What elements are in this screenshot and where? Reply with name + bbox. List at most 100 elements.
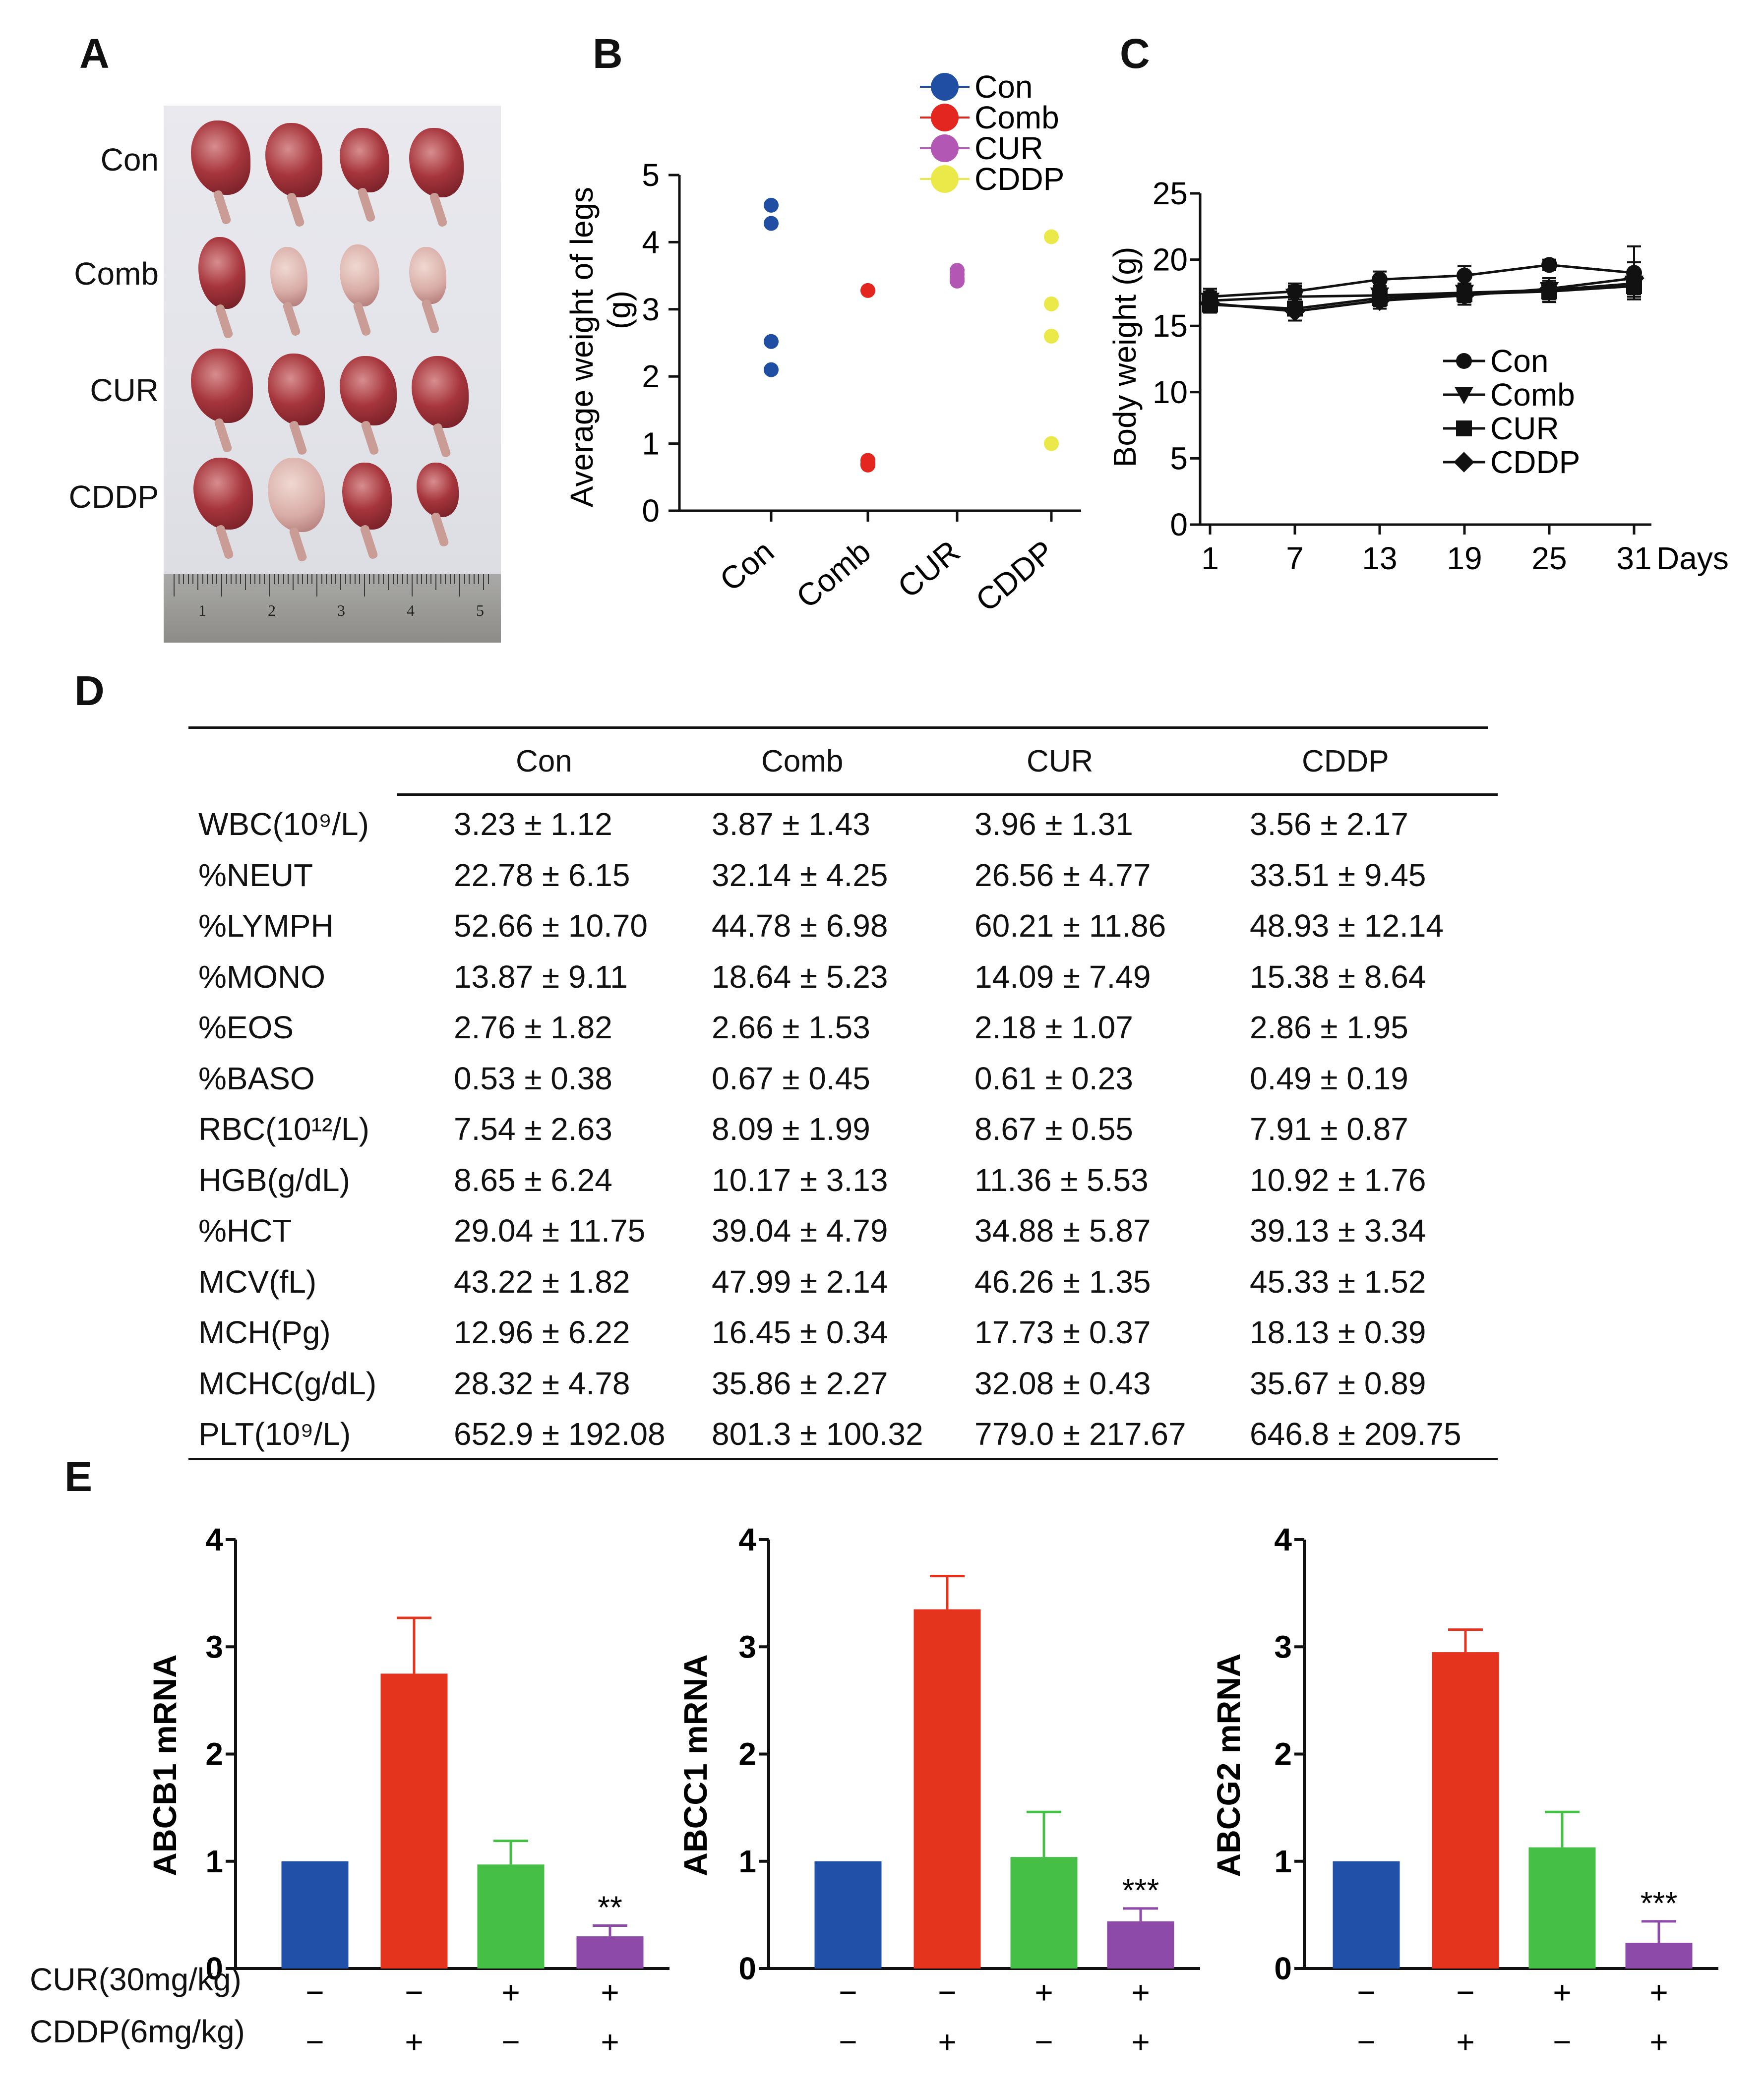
e-cur-sign: − bbox=[1456, 1974, 1474, 2010]
ruler-tick bbox=[178, 574, 180, 584]
ruler-number: 3 bbox=[337, 601, 345, 619]
ruler-tick bbox=[421, 574, 423, 584]
c-legend-label: Con bbox=[1490, 343, 1548, 379]
ruler-tick bbox=[435, 574, 436, 590]
table-cell: 3.96 ± 1.31 bbox=[974, 806, 1133, 842]
table-cell: 2.66 ± 1.53 bbox=[712, 1010, 870, 1045]
table-cell: 10.92 ± 1.76 bbox=[1250, 1162, 1426, 1198]
table-cell: 35.86 ± 2.27 bbox=[712, 1365, 888, 1401]
tumor-leg bbox=[191, 349, 253, 454]
panel-label-c: C bbox=[1120, 30, 1150, 77]
c-marker bbox=[1456, 353, 1472, 369]
c-series-line bbox=[1210, 282, 1635, 302]
c-y-tick-label: 25 bbox=[1153, 176, 1188, 211]
e-cddp-sign: − bbox=[501, 2024, 520, 2060]
ruler-tick bbox=[293, 574, 294, 590]
c-marker bbox=[1284, 301, 1305, 322]
e-y-tick-label: 1 bbox=[738, 1844, 756, 1879]
cddp-dose-label: CDDP(6mg/kg) bbox=[30, 2014, 245, 2049]
ruler-tick bbox=[430, 574, 432, 584]
e-cur-sign: + bbox=[1649, 1974, 1668, 2010]
e-y-tick-label: 4 bbox=[738, 1522, 756, 1557]
ruler-tick bbox=[454, 574, 456, 584]
c-marker bbox=[1456, 420, 1472, 436]
e-y-tick-label: 0 bbox=[1274, 1951, 1292, 1986]
e-y-tick-label: 1 bbox=[205, 1844, 223, 1879]
ruler-tick bbox=[378, 574, 379, 584]
e-bar bbox=[477, 1864, 545, 1969]
ruler-tick bbox=[288, 574, 289, 584]
table-bottom-rule bbox=[188, 1458, 1498, 1460]
table-cell: 801.3 ± 100.32 bbox=[712, 1416, 923, 1452]
ruler-number: 4 bbox=[407, 601, 415, 619]
ruler-tick bbox=[335, 574, 337, 584]
ruler-tick bbox=[368, 574, 370, 584]
e-cur-sign: + bbox=[1553, 1974, 1571, 2010]
ruler-tick bbox=[221, 574, 222, 597]
ruler-tick bbox=[192, 574, 194, 584]
ruler-tick bbox=[373, 574, 375, 584]
c-marker bbox=[1624, 268, 1644, 289]
e-y-tick-label: 0 bbox=[205, 1951, 223, 1986]
c-x-axis-label: Days bbox=[1656, 540, 1729, 576]
b-legend-marker bbox=[931, 134, 959, 162]
photo-row-label-cddp: CDDP bbox=[68, 479, 159, 515]
b-data-point bbox=[764, 334, 779, 349]
e-cur-sign: − bbox=[1357, 1974, 1375, 2010]
table-cell: 47.99 ± 2.14 bbox=[712, 1263, 888, 1300]
ruler-tick bbox=[306, 574, 308, 584]
b-x-tick-label: CDDP bbox=[969, 534, 1061, 619]
table-cell: 12.96 ± 6.22 bbox=[454, 1314, 630, 1350]
e-bar bbox=[1432, 1652, 1499, 1969]
ruler-tick bbox=[264, 574, 265, 584]
ruler-tick bbox=[412, 574, 413, 597]
tumor-leg bbox=[340, 356, 397, 456]
e-cddp-sign: + bbox=[601, 2024, 619, 2060]
ruler-tick bbox=[259, 574, 260, 584]
ruler-tick bbox=[187, 574, 189, 584]
b-y-tick-label: 1 bbox=[642, 426, 660, 462]
table-cell: 34.88 ± 5.87 bbox=[974, 1213, 1151, 1249]
ruler-tick bbox=[302, 574, 304, 584]
c-y-tick-label: 0 bbox=[1170, 507, 1188, 542]
table-cell: 32.08 ± 0.43 bbox=[974, 1365, 1151, 1401]
e-bar bbox=[814, 1861, 882, 1969]
table-row-label: MCHC(g/dL) bbox=[198, 1365, 377, 1401]
table-header-comb: Comb bbox=[761, 744, 844, 778]
table-cell: 48.93 ± 12.14 bbox=[1250, 908, 1444, 944]
e-bar bbox=[576, 1936, 644, 1969]
e-cddp-sign: − bbox=[839, 2024, 857, 2060]
e-y-axis-label: ABCC1 mRNA bbox=[677, 1654, 714, 1876]
e-y-axis-label: ABCG2 mRNA bbox=[1210, 1653, 1247, 1877]
ruler-tick bbox=[416, 574, 418, 584]
table-row-label: HGB(g/dL) bbox=[198, 1162, 350, 1198]
tumor-leg bbox=[265, 123, 322, 228]
ruler-tick bbox=[249, 574, 251, 584]
c-x-tick-label: 25 bbox=[1531, 540, 1567, 576]
ruler-tick bbox=[473, 574, 475, 584]
ruler-tick bbox=[316, 574, 317, 597]
c-series-line bbox=[1210, 263, 1635, 298]
ruler-tick bbox=[440, 574, 441, 584]
b-data-point bbox=[1044, 229, 1059, 244]
ruler-tick bbox=[321, 574, 322, 584]
b-y-axis-unit: (g) bbox=[601, 291, 637, 329]
table-cell: 646.8 ± 209.75 bbox=[1250, 1416, 1461, 1452]
ruler-tick bbox=[226, 574, 227, 584]
table-cell: 33.51 ± 9.45 bbox=[1250, 857, 1426, 893]
ruler-tick bbox=[354, 574, 356, 584]
ruler-tick bbox=[426, 574, 427, 584]
ruler-tick bbox=[326, 574, 327, 584]
table-row-label: MCH(Pg) bbox=[198, 1314, 331, 1350]
b-legend-label: Comb bbox=[974, 100, 1059, 135]
e-cur-sign: + bbox=[601, 1974, 619, 2010]
e-bar bbox=[1107, 1921, 1174, 1969]
c-marker bbox=[1539, 278, 1560, 299]
ruler-tick bbox=[397, 574, 399, 584]
ruler-tick bbox=[402, 574, 403, 584]
photo-row-label-cur: CUR bbox=[90, 372, 159, 408]
table-row-label: MCV(fL) bbox=[198, 1263, 317, 1300]
ruler-tick bbox=[183, 574, 184, 584]
tumor-leg bbox=[191, 120, 250, 226]
b-data-point bbox=[1044, 436, 1059, 451]
